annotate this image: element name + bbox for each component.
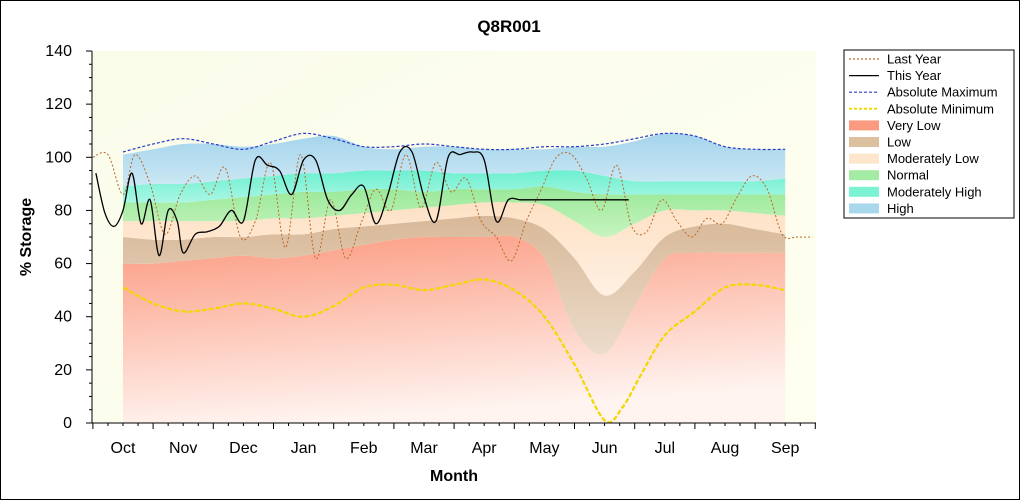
legend-item: This Year [849, 68, 942, 83]
band-moderately-high [123, 170, 786, 203]
legend-label: Absolute Maximum [887, 85, 998, 100]
chart-axes: 0 20 40 60 80 100 120 140 Oct Nov Dec Jan Feb Mar Apr M… [45, 43, 816, 457]
x-tick-label: Oct [111, 440, 136, 457]
y-tick-label: 80 [54, 202, 72, 219]
series-absolute-minimum [122, 278, 786, 424]
band-normal [123, 186, 786, 238]
x-tick-label: Nov [169, 440, 197, 457]
legend-item: Normal [849, 168, 929, 183]
series-last-year [92, 151, 813, 262]
legend-label: Absolute Minimum [887, 101, 994, 116]
series-this-year [95, 145, 629, 257]
x-axis-label: Month [430, 468, 478, 485]
band-low [123, 215, 786, 355]
band-moderately-low [123, 202, 786, 296]
x-tick-label: Jan [291, 440, 317, 457]
legend-swatch [849, 137, 879, 147]
legend-label: This Year [887, 68, 942, 83]
storage-bands [123, 133, 786, 423]
legend-item: Absolute Minimum [849, 101, 994, 116]
legend-swatch [849, 203, 879, 214]
y-tick-label: 60 [54, 256, 72, 273]
legend-item: Absolute Maximum [849, 85, 998, 100]
legend-label: Last Year [887, 52, 942, 67]
x-tick-label: Apr [472, 440, 498, 457]
y-tick-label: 140 [45, 43, 72, 60]
legend-item: Moderately Low [849, 151, 979, 166]
chart-title: Q8R001 [477, 17, 540, 36]
x-tick-label: Jun [592, 440, 618, 457]
y-tick-label: 0 [63, 415, 72, 432]
x-tick-label: May [529, 440, 559, 457]
x-tick-label: Sep [771, 440, 800, 457]
legend-item: Moderately High [849, 184, 982, 199]
band-high [123, 133, 786, 187]
y-tick-label: 20 [54, 362, 72, 379]
legend-swatch [849, 120, 879, 131]
y-axis-label: % Storage [18, 198, 35, 276]
legend-item: Low [849, 135, 911, 150]
legend-label: Low [887, 135, 911, 150]
legend-item: Last Year [849, 52, 942, 67]
y-tick-label: 100 [45, 149, 72, 166]
series-lines [92, 132, 813, 424]
legend-label: Very Low [887, 118, 941, 133]
band-very-low [123, 235, 786, 423]
legend-label: Moderately Low [887, 151, 979, 166]
series-absolute-maximum [122, 132, 786, 153]
x-tick-label: Aug [711, 440, 739, 457]
legend-swatch [849, 170, 879, 181]
x-tick-label: Mar [410, 440, 438, 457]
legend-swatch [849, 153, 879, 164]
legend-label: High [887, 201, 914, 216]
legend-swatch [849, 186, 879, 197]
legend-label: Normal [887, 168, 929, 183]
legend-label: Moderately High [887, 184, 982, 199]
x-tick-label: Dec [229, 440, 257, 457]
legend-item: Very Low [849, 118, 941, 133]
y-tick-label: 40 [54, 309, 72, 326]
x-tick-label: Feb [350, 440, 378, 457]
x-tick-label: Jul [655, 440, 675, 457]
y-tick-label: 120 [45, 96, 72, 113]
legend-item: High [849, 201, 914, 216]
